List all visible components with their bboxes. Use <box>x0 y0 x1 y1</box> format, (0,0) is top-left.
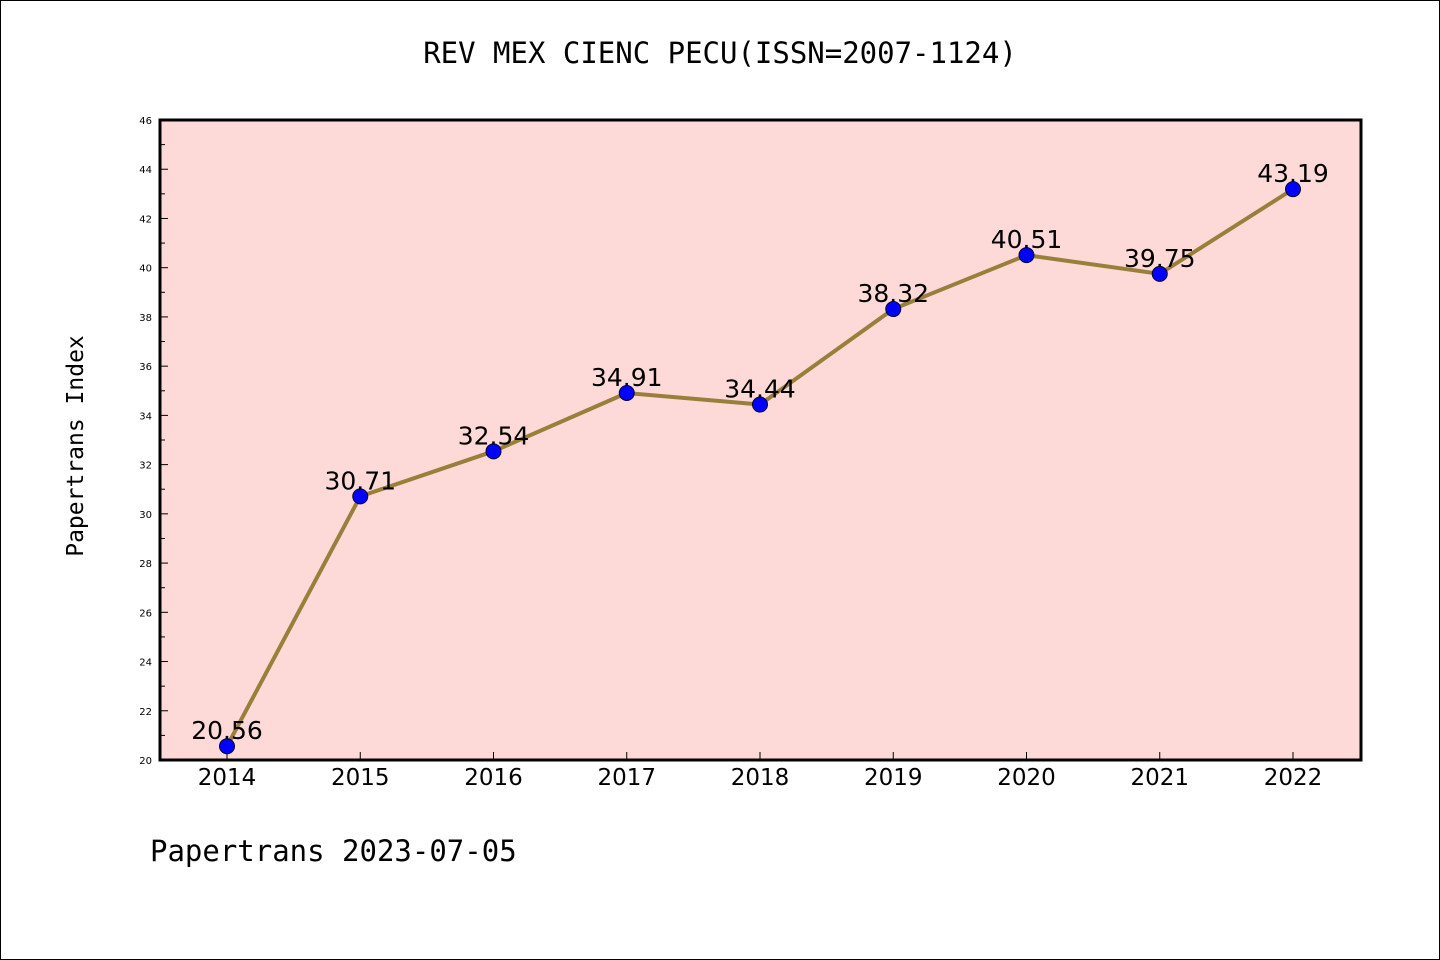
y-tick-label: 22 <box>139 707 152 718</box>
data-label: 38.32 <box>857 279 929 308</box>
data-label: 20.56 <box>191 716 263 745</box>
data-point <box>752 396 768 413</box>
y-tick-label: 32 <box>139 461 152 472</box>
data-point <box>1018 247 1035 264</box>
y-tick-label: 38 <box>139 313 152 324</box>
data-point <box>1285 181 1301 198</box>
data-point <box>219 738 235 755</box>
y-tick-label: 40 <box>139 264 152 275</box>
data-label: 39.75 <box>1124 244 1196 273</box>
plot-area <box>158 118 1363 762</box>
y-tick-label: 28 <box>139 559 152 570</box>
x-tick-label: 2021 <box>1130 765 1189 791</box>
y-tick-label: 42 <box>139 214 152 225</box>
data-point <box>485 443 502 460</box>
y-tick-label: 44 <box>139 165 152 176</box>
y-axis: 20 22 24 26 28 30 32 34 36 38 40 42 44 46 <box>139 116 168 767</box>
y-tick-label: 46 <box>139 116 152 127</box>
data-label: 32.54 <box>458 421 530 450</box>
x-axis: 2014 2015 2016 2017 2018 2019 2020 2021 2022 <box>198 752 1323 791</box>
x-tick-label: 2017 <box>597 765 656 791</box>
data-label: 34.91 <box>591 363 663 392</box>
data-label: 40.51 <box>991 225 1063 254</box>
data-label: 34.44 <box>724 375 796 404</box>
x-tick-label: 2019 <box>864 765 923 791</box>
x-tick-label: 2014 <box>198 765 257 791</box>
y-tick-label: 20 <box>139 756 152 767</box>
x-tick-label: 2022 <box>1264 765 1323 791</box>
data-point <box>352 488 369 505</box>
data-label: 30.71 <box>324 466 396 495</box>
x-tick-label: 2018 <box>731 765 790 791</box>
x-tick-label: 2015 <box>331 765 390 791</box>
data-point <box>885 301 902 318</box>
data-point <box>1151 265 1168 282</box>
y-tick-label: 34 <box>139 411 152 422</box>
y-tick-label: 24 <box>139 658 152 669</box>
footer-source-date: Papertrans 2023-07-05 <box>150 834 517 868</box>
chart-title: REV MEX CIENC PECU(ISSN=2007-1124) <box>423 36 1017 70</box>
x-tick-label: 2016 <box>464 765 523 791</box>
data-points: 20.56 30.71 32.54 34.91 34.44 38.32 40.51 39.75… <box>191 159 1329 755</box>
data-point <box>618 384 635 401</box>
x-tick-label: 2020 <box>997 765 1056 791</box>
y-tick-label: 36 <box>139 362 152 373</box>
y-tick-label: 26 <box>139 608 152 619</box>
y-tick-label: 30 <box>139 510 152 521</box>
data-label: 43.19 <box>1257 159 1329 188</box>
